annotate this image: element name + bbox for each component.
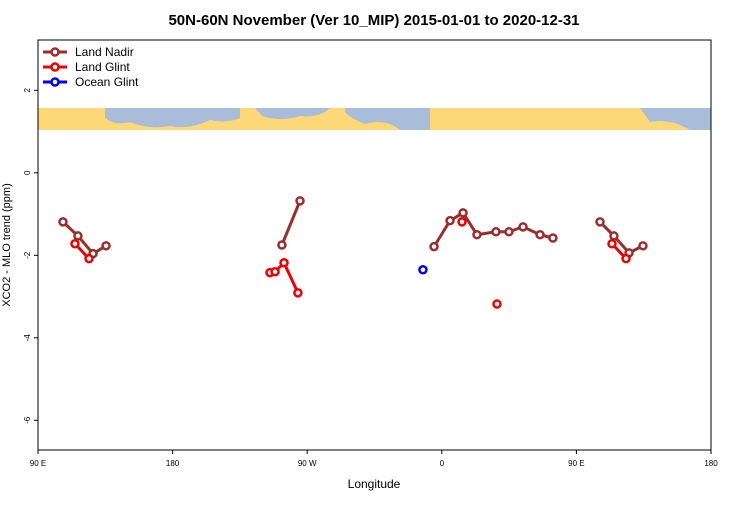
legend-marker [50, 47, 60, 57]
data-point [58, 217, 68, 227]
data-point [548, 233, 558, 243]
legend-label: Land Nadir [75, 45, 134, 59]
data-point [445, 215, 455, 226]
y-axis-label: XCO2 - MLO trend (ppm) [1, 183, 13, 306]
legend-label: Ocean Glint [75, 75, 139, 89]
data-point [70, 239, 80, 249]
x-tick-label: 90 E [568, 459, 584, 468]
data-point [457, 217, 467, 227]
x-axis-label: Longitude [348, 477, 401, 491]
legend-marker [50, 62, 60, 72]
x-tick-label: 0 [440, 459, 445, 468]
y-tick-label: -6 [23, 416, 32, 424]
series-line [61, 220, 107, 256]
data-point [429, 241, 439, 252]
series-line [280, 200, 302, 246]
data-point [279, 257, 289, 268]
data-point [492, 299, 502, 309]
data-point [504, 227, 514, 237]
data-point [518, 222, 528, 232]
legend-marker [50, 77, 60, 87]
x-tick-label: 180 [166, 459, 180, 468]
data-point [458, 208, 468, 218]
data-point [293, 288, 303, 298]
x-tick-label: 90 E [30, 459, 46, 468]
data-point [101, 241, 111, 251]
y-tick-label: -2 [23, 251, 32, 259]
data-point [277, 240, 287, 250]
data-point [418, 264, 428, 275]
legend-label: Land Glint [75, 60, 130, 74]
data-point [595, 217, 605, 227]
y-tick-label: 0 [23, 170, 32, 175]
chart-title: 50N-60N November (Ver 10_MIP) 2015-01-01… [168, 12, 579, 29]
data-point [607, 239, 617, 249]
data-point [621, 253, 631, 264]
data-point [535, 229, 545, 240]
data-point [84, 253, 94, 264]
data-point [638, 241, 648, 251]
data-point [73, 231, 83, 241]
data-point [491, 227, 501, 237]
map-strip [38, 108, 711, 130]
y-tick-label: -4 [23, 334, 32, 342]
series-line [598, 220, 644, 255]
plot-frame [37, 39, 712, 451]
data-point [270, 267, 280, 277]
y-tick-label: 2 [23, 88, 32, 93]
x-tick-label: 180 [704, 459, 718, 468]
data-point [609, 231, 619, 241]
data-point [295, 196, 305, 206]
x-tick-label: 90 W [298, 459, 317, 468]
data-point [472, 229, 482, 240]
